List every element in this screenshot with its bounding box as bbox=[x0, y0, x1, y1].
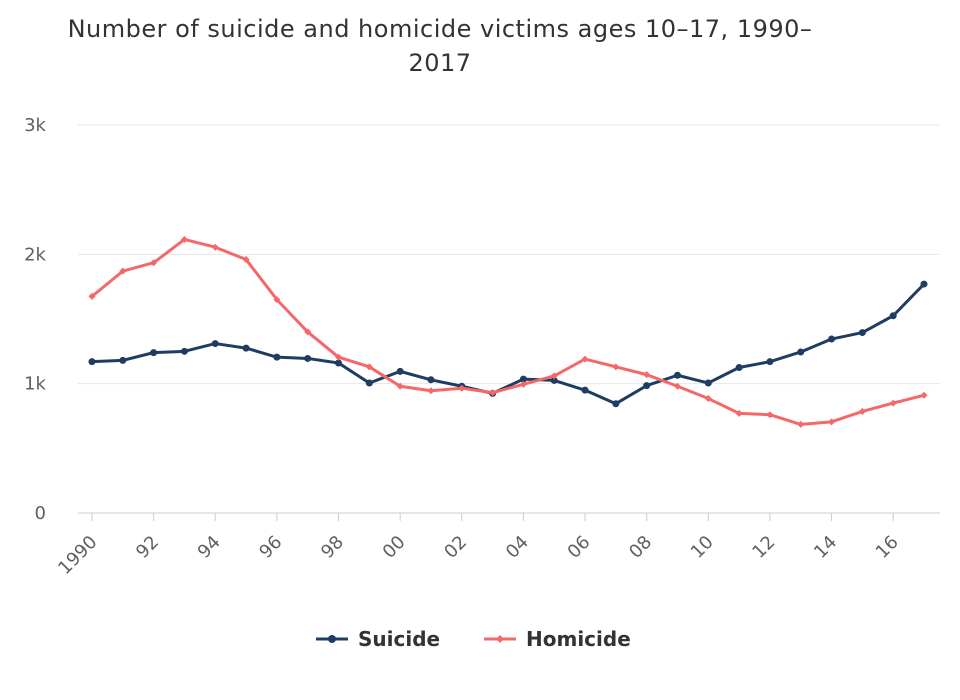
series-homicide bbox=[88, 235, 928, 428]
data-point[interactable] bbox=[766, 411, 774, 419]
legend-marker bbox=[496, 635, 504, 643]
data-point[interactable] bbox=[458, 384, 466, 392]
data-point[interactable] bbox=[273, 296, 281, 304]
y-tick-label: 2k bbox=[24, 244, 46, 265]
data-point[interactable] bbox=[704, 395, 712, 403]
x-tick-label: 00 bbox=[379, 532, 410, 563]
data-point[interactable] bbox=[365, 379, 373, 387]
data-point[interactable] bbox=[889, 312, 897, 320]
series-lines bbox=[88, 235, 928, 428]
chart-title: Number of suicide and homicide victims a… bbox=[0, 12, 880, 80]
gridlines bbox=[78, 124, 940, 514]
legend-marker bbox=[328, 635, 336, 643]
data-point[interactable] bbox=[335, 353, 343, 361]
x-tick-label: 12 bbox=[748, 532, 779, 563]
data-point[interactable] bbox=[242, 256, 250, 264]
data-point[interactable] bbox=[797, 420, 805, 428]
data-point[interactable] bbox=[150, 259, 158, 267]
y-axis-ticks: 0 1k 2k 3k bbox=[24, 115, 46, 524]
data-point[interactable] bbox=[673, 382, 681, 390]
data-point[interactable] bbox=[550, 372, 558, 380]
y-tick-label: 3k bbox=[24, 115, 46, 136]
data-point[interactable] bbox=[489, 389, 497, 397]
data-point[interactable] bbox=[119, 356, 127, 364]
data-point[interactable] bbox=[704, 379, 712, 387]
y-tick-label: 1k bbox=[24, 374, 46, 395]
x-tick-label: 02 bbox=[440, 532, 471, 563]
legend-item-homicide[interactable]: Homicide bbox=[484, 627, 631, 651]
data-point[interactable] bbox=[519, 375, 527, 383]
data-point[interactable] bbox=[920, 280, 928, 288]
data-point[interactable] bbox=[88, 358, 96, 366]
series-line-suicide bbox=[90, 282, 926, 406]
x-tick-label: 96 bbox=[255, 532, 286, 563]
data-point[interactable] bbox=[828, 335, 836, 343]
data-point[interactable] bbox=[242, 344, 250, 352]
data-point[interactable] bbox=[88, 292, 96, 300]
data-point[interactable] bbox=[797, 348, 805, 356]
data-point[interactable] bbox=[643, 382, 651, 390]
data-point[interactable] bbox=[180, 347, 188, 355]
data-point[interactable] bbox=[581, 355, 589, 363]
y-tick-label: 0 bbox=[35, 503, 46, 524]
data-point[interactable] bbox=[211, 243, 219, 251]
legend-item-suicide[interactable]: Suicide bbox=[316, 627, 440, 651]
data-point[interactable] bbox=[550, 376, 558, 384]
data-point[interactable] bbox=[612, 400, 620, 408]
x-axis-ticks: 1990 92 94 96 98 00 02 04 06 08 10 12 14 16 bbox=[54, 513, 903, 579]
data-point[interactable] bbox=[365, 363, 373, 371]
data-point[interactable] bbox=[396, 382, 404, 390]
data-point[interactable] bbox=[766, 358, 774, 366]
legend-label: Suicide bbox=[358, 627, 440, 651]
data-point[interactable] bbox=[396, 367, 404, 375]
data-point[interactable] bbox=[828, 418, 836, 426]
x-tick-label: 10 bbox=[687, 532, 718, 563]
data-point[interactable] bbox=[889, 399, 897, 407]
data-point[interactable] bbox=[735, 409, 743, 417]
data-point[interactable] bbox=[858, 407, 866, 415]
x-tick-label: 04 bbox=[502, 532, 533, 563]
data-point[interactable] bbox=[612, 363, 620, 371]
data-point[interactable] bbox=[427, 376, 435, 384]
data-point[interactable] bbox=[643, 371, 651, 379]
data-point[interactable] bbox=[180, 235, 188, 243]
data-point[interactable] bbox=[519, 380, 527, 388]
data-point[interactable] bbox=[735, 364, 743, 371]
x-tick-label: 1990 bbox=[54, 532, 101, 579]
x-tick-label: 06 bbox=[564, 532, 595, 563]
data-point[interactable] bbox=[304, 328, 312, 336]
x-tick-label: 98 bbox=[317, 532, 348, 563]
chart-title-line-2: 2017 bbox=[408, 49, 472, 77]
data-point[interactable] bbox=[119, 267, 127, 275]
data-point[interactable] bbox=[273, 353, 281, 361]
data-point[interactable] bbox=[581, 386, 589, 394]
data-point[interactable] bbox=[335, 359, 343, 367]
x-tick-label: 94 bbox=[194, 532, 225, 563]
x-tick-label: 92 bbox=[132, 532, 163, 563]
data-point[interactable] bbox=[211, 340, 219, 348]
legend[interactable]: Suicide Homicide bbox=[316, 627, 631, 651]
x-tick-label: 16 bbox=[872, 532, 903, 563]
data-point[interactable] bbox=[150, 349, 158, 357]
chart-title-line-1: Number of suicide and homicide victims a… bbox=[67, 15, 813, 43]
x-tick-label: 08 bbox=[625, 532, 656, 563]
data-point[interactable] bbox=[858, 329, 866, 337]
legend-label: Homicide bbox=[526, 627, 631, 651]
x-tick-label: 14 bbox=[810, 532, 841, 563]
data-point[interactable] bbox=[304, 354, 312, 362]
data-point[interactable] bbox=[920, 391, 928, 399]
data-point[interactable] bbox=[427, 387, 435, 395]
series-line-homicide bbox=[90, 237, 926, 426]
data-point[interactable] bbox=[673, 371, 681, 379]
